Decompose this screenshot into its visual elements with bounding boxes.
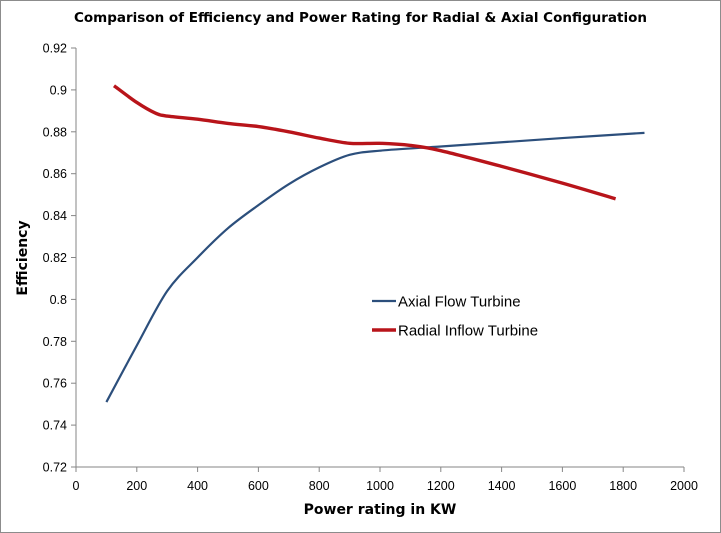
series-line-radial-inflow-turbine bbox=[112, 84, 617, 201]
y-tick-label: 0.8 bbox=[50, 293, 67, 307]
y-tick-label: 0.78 bbox=[43, 335, 67, 349]
x-tick-label: 1200 bbox=[427, 479, 455, 493]
series-layer bbox=[105, 84, 645, 403]
series-line-axial-flow-turbine bbox=[105, 131, 645, 403]
y-tick-label: 0.9 bbox=[50, 83, 67, 97]
x-tick-label: 1800 bbox=[609, 479, 637, 493]
y-tick-label: 0.72 bbox=[43, 461, 67, 475]
legend-label-axial-flow-turbine: Axial Flow Turbine bbox=[398, 294, 521, 311]
x-tick-label: 200 bbox=[126, 479, 147, 493]
x-tick-label: 1400 bbox=[488, 479, 516, 493]
legend-label-radial-inflow-turbine: Radial Inflow Turbine bbox=[398, 323, 538, 340]
x-tick-label: 1000 bbox=[366, 479, 394, 493]
y-tick-label: 0.84 bbox=[43, 209, 67, 223]
y-tick-label: 0.86 bbox=[43, 167, 67, 181]
y-tick-label: 0.88 bbox=[43, 125, 67, 139]
x-axis-title: Power rating in KW bbox=[304, 502, 457, 518]
x-tick-label: 600 bbox=[248, 479, 269, 493]
y-tick-label: 0.82 bbox=[43, 251, 67, 265]
x-tick-label: 2000 bbox=[670, 479, 698, 493]
x-tick-label: 800 bbox=[309, 479, 330, 493]
axes: 0.72 0.74 0.76 0.78 0.8 0.82 0.84 0.86 0.88 0.9 0.… bbox=[43, 42, 698, 494]
y-tick-label: 0.74 bbox=[43, 419, 67, 433]
y-axis-title: Efficiency bbox=[15, 220, 31, 295]
y-tick-label: 0.92 bbox=[43, 42, 67, 56]
x-tick-label: 400 bbox=[187, 479, 208, 493]
legend: Axial Flow Turbine Radial Inflow Turbine bbox=[372, 294, 538, 340]
chart-title: Comparison of Efficiency and Power Ratin… bbox=[74, 10, 647, 26]
y-tick-label: 0.76 bbox=[43, 377, 67, 391]
x-tick-label: 0 bbox=[73, 479, 80, 493]
x-tick-label: 1600 bbox=[548, 479, 576, 493]
